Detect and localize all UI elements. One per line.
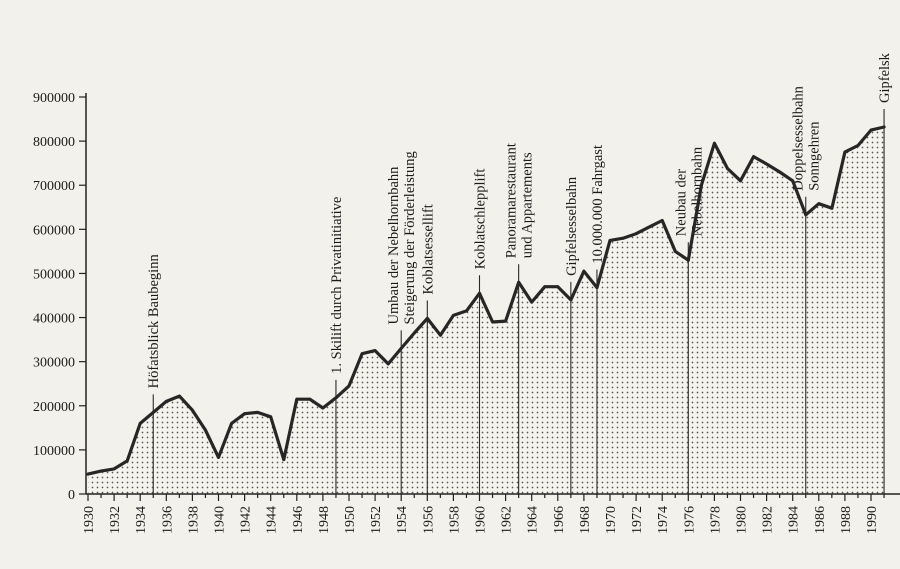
annotation-label: Sonngehren	[807, 121, 823, 191]
y-tick-label: 600000	[33, 223, 75, 238]
annotation-layer: Höfatsblick Baubeginn 1. Skilift durch Pr…	[146, 52, 893, 494]
annotation-label: 10.000.000 Fahrgast	[590, 145, 606, 264]
annotation-label: Gipfelsesselbahn	[564, 176, 580, 276]
x-tick-label: 1942	[239, 506, 254, 534]
y-tick-label: 500000	[33, 267, 75, 282]
line-layer	[86, 125, 886, 476]
x-tick-label: 1954	[395, 506, 410, 534]
y-tick-label: 800000	[33, 135, 75, 150]
y-tick-label: 900000	[33, 91, 75, 106]
x-tick-label: 1944	[265, 506, 280, 534]
y-tick-label: 700000	[33, 179, 75, 194]
x-tick-label: 1938	[186, 506, 201, 534]
annotation-label: Gipfelsk	[877, 52, 893, 103]
y-tick-label: 0	[68, 488, 75, 503]
annotation-label: 1. Skilift durch Privatinitiative	[329, 197, 345, 374]
x-tick-label: 1958	[447, 506, 462, 534]
x-tick-label: 1980	[735, 506, 750, 534]
series-line	[86, 125, 886, 476]
annotation-label: Doppelsesselbahn	[791, 85, 807, 190]
x-tick-label: 1966	[552, 506, 567, 534]
x-tick-label: 1968	[578, 506, 593, 534]
x-tick-label: 1976	[682, 506, 697, 534]
y-tick-label: 400000	[33, 312, 75, 327]
x-tick-label: 1952	[369, 506, 384, 534]
x-tick-label: 1984	[787, 506, 802, 534]
axis-layer: 0 100000 200000 300000 400000 500000 600000 700…	[33, 91, 900, 534]
y-tick-label: 300000	[33, 356, 75, 371]
x-tick-label: 1946	[291, 506, 306, 534]
x-tick-label: 1962	[500, 506, 515, 534]
x-tick-label: 1930	[82, 506, 97, 534]
x-tick-label: 1932	[108, 506, 123, 534]
x-tick-label: 1950	[343, 506, 358, 534]
annotation-label: Nebelhornbahn	[689, 146, 705, 236]
x-tick-label: 1940	[213, 506, 228, 534]
x-tick-label: 1936	[160, 506, 175, 534]
x-tick-label: 1974	[656, 506, 671, 534]
y-tick-label: 100000	[33, 444, 75, 459]
x-tick-label: 1970	[604, 506, 619, 534]
annotation-label: Steigerung der Förderleistung	[402, 151, 418, 324]
annotation-label: Höfatsblick Baubeginn	[146, 254, 162, 389]
annotation-label: Koblatschlepplift	[473, 169, 489, 270]
annotation-label: Neubau der	[673, 169, 689, 236]
x-tick-label: 1988	[839, 506, 854, 534]
annotation-label: und Appartements	[520, 152, 536, 258]
x-tick-label: 1978	[708, 506, 723, 534]
x-tick-label: 1982	[761, 506, 776, 534]
x-tick-label: 1960	[474, 506, 489, 534]
annotation-label: Panoramarestaurant	[504, 143, 520, 258]
annotation-label: Umbau der Nebelhornbahn	[386, 166, 402, 325]
x-tick-label: 1964	[526, 506, 541, 534]
x-tick-label: 1956	[421, 506, 436, 534]
x-tick-label: 1934	[134, 506, 149, 534]
x-tick-label: 1972	[630, 506, 645, 534]
x-tick-label: 1990	[865, 506, 880, 534]
annotation-label: Koblatsessellift	[420, 204, 436, 294]
y-tick-label: 200000	[33, 400, 75, 415]
x-tick-label: 1986	[813, 506, 828, 534]
x-tick-label: 1948	[317, 506, 332, 534]
